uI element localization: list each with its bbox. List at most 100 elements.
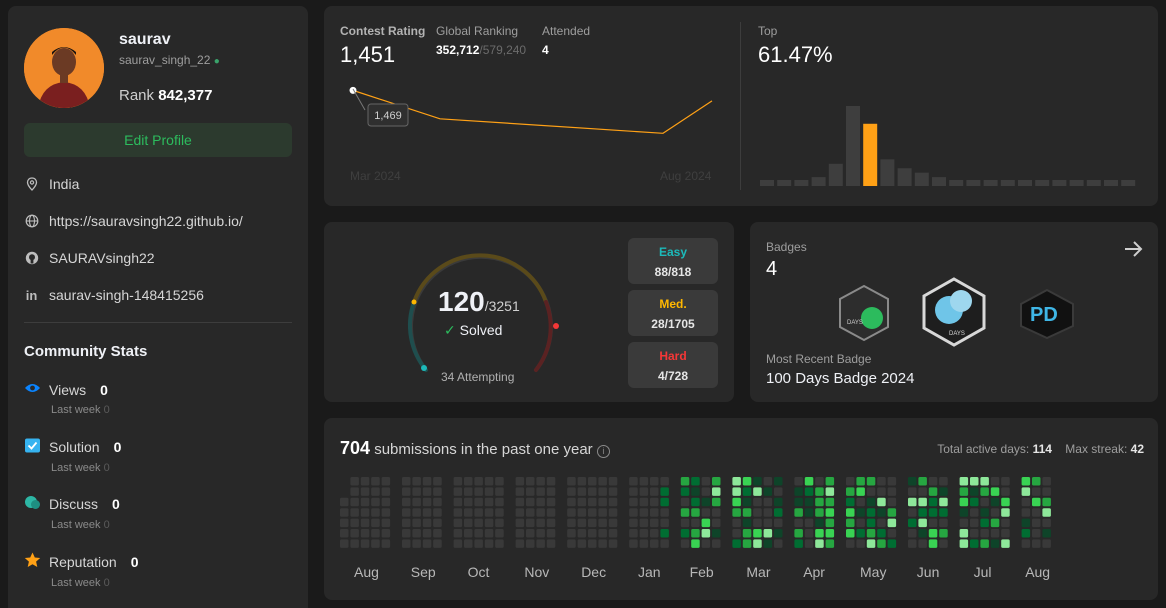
heatmap-cell[interactable]: [691, 508, 700, 517]
heatmap-cell[interactable]: [691, 529, 700, 538]
heatmap-cell[interactable]: [691, 497, 700, 507]
heatmap-cell[interactable]: [959, 497, 969, 507]
heatmap-cell[interactable]: [794, 508, 803, 517]
heatmap-cell[interactable]: [484, 508, 494, 517]
heatmap-cell[interactable]: [742, 508, 752, 517]
heatmap-cell[interactable]: [742, 529, 752, 538]
heatmap-cell[interactable]: [660, 487, 669, 496]
heatmap-cell[interactable]: [495, 518, 504, 528]
solved-progress-ring[interactable]: [396, 240, 566, 390]
heatmap-cell[interactable]: [660, 518, 669, 528]
heatmap-cell[interactable]: [1021, 487, 1031, 496]
heatmap-cell[interactable]: [412, 529, 421, 538]
heatmap-cell[interactable]: [371, 477, 380, 486]
heatmap-cell[interactable]: [804, 508, 814, 517]
heatmap-cell[interactable]: [453, 487, 463, 496]
heatmap-cell[interactable]: [804, 529, 814, 538]
heatmap-cell[interactable]: [577, 539, 587, 548]
heatmap-cell[interactable]: [970, 508, 979, 517]
heatmap-cell[interactable]: [990, 477, 1000, 486]
heatmap-cell[interactable]: [453, 529, 463, 538]
heatmap-cell[interactable]: [536, 529, 545, 538]
heatmap-cell[interactable]: [588, 497, 597, 507]
heatmap-cell[interactable]: [588, 508, 597, 517]
heatmap-cell[interactable]: [794, 487, 803, 496]
heatmap-cell[interactable]: [928, 539, 938, 548]
heatmap-cell[interactable]: [526, 508, 535, 517]
heatmap-cell[interactable]: [546, 539, 556, 548]
heatmap-cell[interactable]: [433, 487, 442, 496]
heatmap-cell[interactable]: [959, 518, 969, 528]
heatmap-cell[interactable]: [1001, 529, 1010, 538]
heatmap-cell[interactable]: [402, 487, 411, 496]
heatmap-cell[interactable]: [526, 539, 535, 548]
heatmap-cell[interactable]: [680, 529, 690, 538]
arrow-right-icon[interactable]: [1122, 238, 1144, 265]
heatmap-cell[interactable]: [753, 487, 762, 496]
heatmap-cell[interactable]: [1042, 487, 1051, 496]
heatmap-cell[interactable]: [712, 477, 721, 486]
heatmap-cell[interactable]: [474, 529, 483, 538]
heatmap-cell[interactable]: [846, 487, 855, 496]
heatmap-cell[interactable]: [959, 487, 969, 496]
edit-profile-button[interactable]: Edit Profile: [24, 123, 292, 157]
heatmap-cell[interactable]: [588, 529, 597, 538]
heatmap-cell[interactable]: [753, 477, 762, 486]
heatmap-cell[interactable]: [495, 497, 504, 507]
heatmap-cell[interactable]: [1001, 487, 1010, 496]
heatmap-cell[interactable]: [577, 477, 587, 486]
heatmap-cell[interactable]: [959, 477, 969, 486]
heatmap-cell[interactable]: [742, 487, 752, 496]
heatmap-cell[interactable]: [577, 508, 587, 517]
heatmap-cell[interactable]: [360, 539, 370, 548]
heatmap-cell[interactable]: [732, 477, 741, 486]
heatmap-cell[interactable]: [650, 487, 659, 496]
heatmap-cell[interactable]: [1032, 518, 1041, 528]
heatmap-cell[interactable]: [598, 487, 607, 496]
rating-line-chart[interactable]: 1,469 Mar 2024 Aug 2024: [340, 76, 720, 186]
heatmap-cell[interactable]: [536, 539, 545, 548]
heatmap-cell[interactable]: [608, 497, 618, 507]
heatmap-cell[interactable]: [340, 539, 349, 548]
heatmap-cell[interactable]: [433, 477, 442, 486]
heatmap-cell[interactable]: [381, 487, 391, 496]
top-percentile-histogram[interactable]: [760, 96, 1140, 188]
heatmap-cell[interactable]: [856, 508, 865, 517]
heatmap-cell[interactable]: [980, 508, 989, 517]
heatmap-cell[interactable]: [908, 518, 917, 528]
heatmap-cell[interactable]: [732, 539, 741, 548]
heatmap-cell[interactable]: [360, 497, 370, 507]
heatmap-cell[interactable]: [340, 497, 349, 507]
heatmap-cell[interactable]: [908, 539, 917, 548]
heatmap-cell[interactable]: [433, 508, 442, 517]
heatmap-cell[interactable]: [1001, 508, 1010, 517]
heatmap-cell[interactable]: [515, 518, 525, 528]
heatmap-cell[interactable]: [495, 477, 504, 486]
heatmap-cell[interactable]: [887, 497, 897, 507]
heatmap-cell[interactable]: [629, 487, 638, 496]
heatmap-cell[interactable]: [970, 477, 979, 486]
heatmap-cell[interactable]: [350, 508, 359, 517]
heatmap-cell[interactable]: [712, 497, 721, 507]
heatmap-cell[interactable]: [453, 477, 463, 486]
heatmap-cell[interactable]: [908, 477, 917, 486]
heatmap-cell[interactable]: [650, 497, 659, 507]
heatmap-cell[interactable]: [939, 487, 948, 496]
heatmap-cell[interactable]: [732, 529, 741, 538]
heatmap-cell[interactable]: [1021, 508, 1031, 517]
heatmap-cell[interactable]: [887, 487, 897, 496]
heatmap-cell[interactable]: [763, 529, 773, 538]
heatmap-cell[interactable]: [453, 539, 463, 548]
heatmap-cell[interactable]: [680, 477, 690, 486]
heatmap-cell[interactable]: [495, 539, 504, 548]
heatmap-cell[interactable]: [371, 539, 380, 548]
heatmap-cell[interactable]: [484, 487, 494, 496]
heatmap-cell[interactable]: [980, 497, 989, 507]
heatmap-cell[interactable]: [866, 508, 876, 517]
heatmap-cell[interactable]: [412, 497, 421, 507]
heatmap-cell[interactable]: [464, 539, 473, 548]
heatmap-cell[interactable]: [360, 477, 370, 486]
heatmap-cell[interactable]: [774, 539, 783, 548]
heatmap-cell[interactable]: [908, 529, 917, 538]
heatmap-cell[interactable]: [350, 497, 359, 507]
